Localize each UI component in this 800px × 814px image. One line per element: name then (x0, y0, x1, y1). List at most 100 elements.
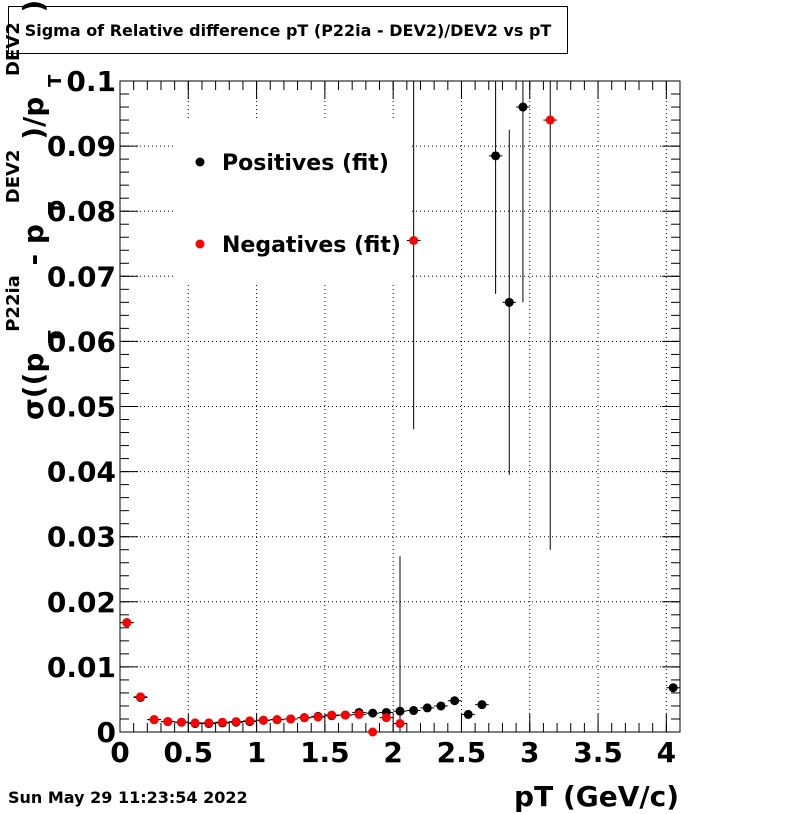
point-marker (258, 715, 268, 725)
point-marker (368, 727, 378, 737)
y-title-sup2: DEV2 (3, 150, 24, 204)
legend-marker-negatives (195, 239, 205, 249)
point-marker (450, 696, 460, 706)
data-point-positive (447, 696, 462, 706)
data-point-negative (338, 710, 353, 720)
data-point-negative (174, 717, 189, 727)
legend-entry-positives: Positives (fit) (222, 151, 389, 176)
x-tick-label: 1 (247, 736, 266, 769)
data-point-negative (133, 692, 148, 702)
y-title-sub1: T (45, 330, 66, 343)
y-tick-label: 0 (97, 716, 116, 749)
y-tick-labels: 0 0.01 0.02 0.03 0.04 0.05 0.06 0.07 0.08 0.09 0.1 (47, 65, 116, 749)
data-point-negative (393, 556, 407, 732)
data-point-negative (160, 717, 175, 727)
y-tick-label: 0.1 (66, 65, 116, 98)
point-marker (272, 715, 282, 725)
point-marker (381, 713, 391, 723)
y-tick-label: 0.08 (47, 195, 116, 228)
data-point-positive (488, 81, 503, 294)
chart-title: Sigma of Relative difference pT (P22ia -… (8, 6, 568, 54)
y-tick-label: 0.02 (47, 586, 116, 619)
data-point-negative (242, 716, 257, 726)
legend-box (176, 120, 412, 285)
point-marker (163, 717, 173, 727)
data-point-positive (434, 701, 448, 711)
x-axis-title: pT (GeV/c) (514, 780, 679, 813)
point-marker (286, 714, 296, 724)
y-tick-label: 0.06 (47, 325, 116, 358)
point-marker (668, 683, 678, 693)
y-title-sup3: DEV2 (3, 22, 24, 76)
point-marker (354, 709, 364, 719)
x-tick-label: 1.5 (300, 736, 350, 769)
data-point-negative (120, 618, 134, 628)
point-marker (545, 115, 555, 125)
data-point-negative (270, 715, 284, 725)
y-tick-label: 0.05 (47, 391, 116, 424)
point-marker (368, 708, 378, 718)
data-point-positive (406, 706, 421, 716)
x-tick-label: 3.5 (573, 736, 623, 769)
point-marker (190, 718, 200, 728)
y-title-sup1: P22ia (3, 275, 24, 332)
x-tick-labels: 0 0.5 1 1.5 2 2.5 3 3.5 4 (110, 736, 676, 769)
y-tick-label: 0.07 (47, 260, 116, 293)
data-point-positive (461, 709, 476, 719)
point-marker (340, 710, 350, 720)
y-tick-label: 0.03 (47, 521, 116, 554)
y-tick-label: 0.01 (47, 651, 116, 684)
y-axis-title: σ((p T P22ia - p T DEV2 )/p T DEV2 ) (0, 0, 68, 420)
data-point-negative (297, 713, 312, 723)
point-marker (135, 692, 145, 702)
y-title-mid: - p (17, 224, 50, 265)
data-point-negative (406, 81, 421, 430)
point-marker (176, 717, 186, 727)
point-marker (327, 710, 337, 720)
data-point-negative (543, 81, 558, 550)
point-marker (299, 713, 309, 723)
point-marker (122, 618, 132, 628)
data-point-negative (379, 713, 394, 723)
point-marker (504, 297, 514, 307)
data-point-negative (147, 715, 161, 725)
x-tick-label: 0 (110, 736, 129, 769)
data-point-negative (324, 710, 339, 720)
data-point-negative (201, 718, 216, 728)
data-points (120, 81, 680, 737)
data-point-positive (502, 129, 517, 475)
point-marker (149, 715, 159, 725)
legend-marker-positives (195, 157, 205, 167)
y-title-sub3: T (45, 74, 66, 87)
data-point-negative (215, 717, 230, 727)
legend-entry-negatives: Negatives (fit) (222, 233, 401, 258)
x-tick-label: 3 (520, 736, 539, 769)
legend: Positives (fit) Negatives (fit) (195, 151, 401, 258)
x-tick-label: 0.5 (163, 736, 213, 769)
y-title-sub2: T (45, 201, 66, 214)
y-title-end: )/p (17, 97, 50, 140)
data-point-negative (352, 709, 366, 719)
data-point-negative (283, 714, 298, 724)
y-tick-label: 0.04 (47, 456, 116, 489)
point-marker (395, 719, 405, 729)
timestamp: Sun May 29 11:23:54 2022 (8, 788, 248, 807)
point-marker (231, 717, 241, 727)
point-marker (422, 703, 432, 713)
data-point-positive (420, 703, 435, 713)
point-marker (518, 102, 528, 112)
y-title-close: ) (17, 0, 50, 12)
point-marker (463, 709, 473, 719)
data-point-positive (475, 700, 489, 710)
y-tick-label: 0.09 (47, 130, 116, 163)
x-tick-label: 2.5 (437, 736, 487, 769)
point-marker (409, 235, 419, 245)
data-point-positive (516, 81, 530, 303)
point-marker (204, 718, 214, 728)
data-point-negative (256, 715, 271, 725)
data-point-negative (188, 718, 202, 728)
point-marker (477, 700, 487, 710)
x-tick-label: 4 (657, 736, 676, 769)
point-marker (245, 716, 255, 726)
